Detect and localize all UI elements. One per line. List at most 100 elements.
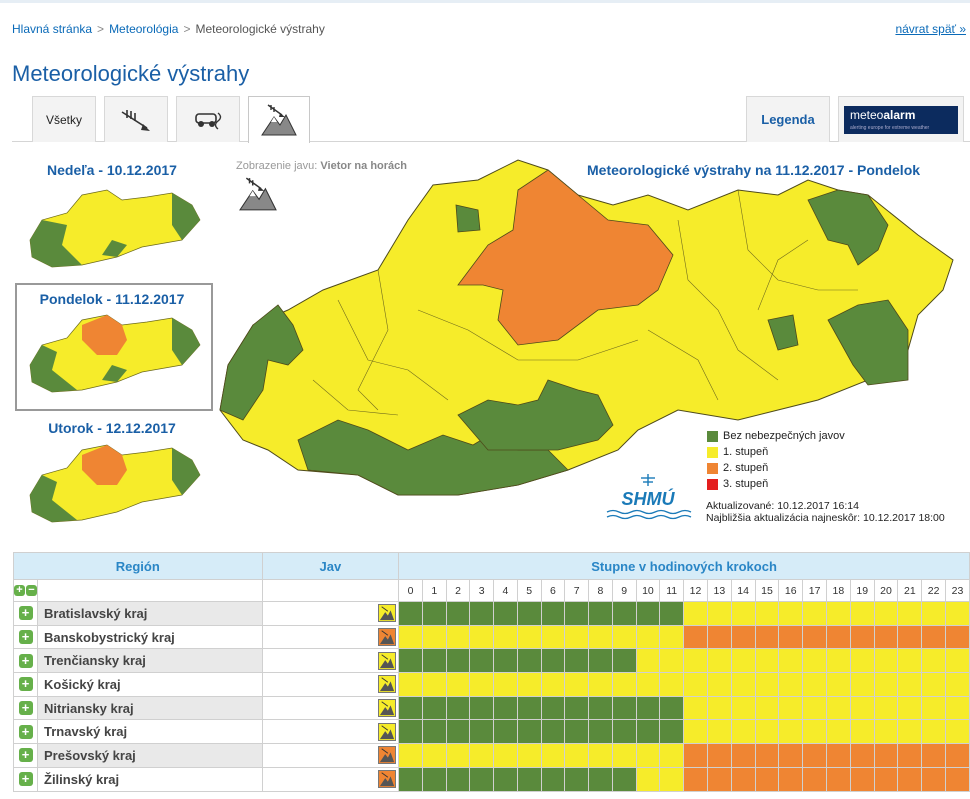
mountain-wind-icon[interactable]	[378, 651, 397, 670]
expand-region-icon[interactable]: +	[18, 748, 33, 763]
hour-cell	[945, 648, 970, 674]
selected-day-box	[15, 283, 213, 411]
region-name[interactable]: Nitriansky kraj	[37, 695, 263, 721]
day-sunday-map[interactable]	[22, 185, 202, 275]
hour-cell	[802, 672, 827, 697]
mountain-wind-icon[interactable]	[378, 628, 397, 647]
hour-cell	[493, 719, 518, 745]
region-name[interactable]: Žilinský kraj	[37, 766, 263, 792]
hour-cell	[635, 601, 661, 626]
expand-collapse-all[interactable]: + −	[13, 579, 38, 602]
table-row[interactable]: + Košický kraj	[13, 672, 970, 697]
jav-cell	[261, 695, 400, 721]
hour-cell	[516, 624, 542, 650]
expand-cell[interactable]: +	[13, 743, 38, 768]
day-tuesday-title[interactable]: Utorok - 12.12.2017	[48, 420, 176, 436]
expand-region-icon[interactable]: +	[18, 677, 33, 692]
tab-road[interactable]	[176, 96, 240, 142]
hour-cell	[778, 766, 804, 792]
table-row[interactable]: + Bratislavský kraj	[13, 601, 970, 626]
slovakia-warning-map[interactable]	[218, 150, 958, 525]
region-name[interactable]: Bratislavský kraj	[37, 601, 263, 626]
hour-cell	[516, 695, 542, 721]
expand-cell[interactable]: +	[13, 648, 38, 674]
hour-cell	[921, 766, 947, 792]
jav-icon-wrap	[263, 628, 399, 647]
hour-cell	[469, 719, 495, 745]
expand-region-icon[interactable]: +	[18, 724, 33, 739]
tab-all[interactable]: Všetky	[32, 96, 96, 142]
region-name[interactable]: Trnavský kraj	[37, 719, 263, 745]
expand-all-icon[interactable]: +	[14, 585, 25, 596]
expand-cell[interactable]: +	[13, 672, 38, 697]
expand-cell[interactable]: +	[13, 601, 38, 626]
tab-legend-label: Legenda	[761, 112, 815, 127]
tab-legend[interactable]: Legenda	[746, 96, 830, 142]
jav-icon-wrap	[263, 651, 399, 670]
empty-cell	[261, 579, 400, 602]
hour-cell	[611, 743, 637, 768]
mountain-wind-icon[interactable]	[378, 675, 397, 694]
day-monday-title[interactable]: Pondelok - 11.12.2017	[39, 291, 185, 307]
hour-cell	[398, 766, 423, 792]
mountain-wind-icon[interactable]	[378, 604, 397, 623]
wind-icon	[121, 109, 150, 131]
hour-cell	[778, 719, 804, 745]
expand-cell[interactable]: +	[13, 719, 38, 745]
region-name[interactable]: Košický kraj	[37, 672, 263, 697]
collapse-all-icon[interactable]: −	[26, 585, 37, 596]
expand-region-icon[interactable]: +	[18, 606, 33, 621]
hour-cell	[516, 601, 542, 626]
table-row[interactable]: + Banskobystrický kraj	[13, 624, 970, 650]
hour-cell	[706, 766, 732, 792]
hour-cell	[706, 601, 732, 626]
breadcrumb: Hlavná stránka > Meteorológia > Meteorologic…	[12, 22, 325, 36]
region-name[interactable]: Banskobystrický kraj	[37, 624, 263, 650]
mountain-wind-icon[interactable]	[378, 770, 397, 789]
expand-cell[interactable]: +	[13, 624, 38, 650]
hour-cell	[849, 672, 875, 697]
day-tuesday-map[interactable]	[22, 440, 202, 530]
day-monday-map[interactable]	[22, 310, 202, 400]
mountain-wind-icon[interactable]	[378, 746, 397, 765]
expand-region-icon[interactable]: +	[18, 630, 33, 645]
table-row[interactable]: + Žilinský kraj	[13, 766, 970, 792]
hour-cell	[398, 719, 423, 745]
hour-cell	[945, 695, 970, 721]
table-row[interactable]: + Prešovský kraj	[13, 743, 970, 768]
hour-cell	[611, 766, 637, 792]
region-name[interactable]: Trenčiansky kraj	[37, 648, 263, 674]
hour-cell	[421, 766, 447, 792]
region-name[interactable]: Prešovský kraj	[37, 743, 263, 768]
tab-mountain-wind[interactable]	[248, 96, 310, 143]
mountain-wind-icon[interactable]	[378, 699, 397, 718]
expand-region-icon[interactable]: +	[18, 772, 33, 787]
expand-region-icon[interactable]: +	[18, 653, 33, 668]
col-region-header: Región	[13, 552, 263, 580]
hour-cell	[921, 648, 947, 674]
back-link[interactable]: návrat späť »	[895, 22, 966, 36]
day-sunday-title[interactable]: Nedeľa - 10.12.2017	[47, 162, 177, 178]
breadcrumb-section-link[interactable]: Meteorológia	[109, 22, 179, 36]
hour-cell	[540, 601, 566, 626]
warnings-table: Región Jav Stupne v hodinových krokoch +…	[13, 552, 970, 792]
expand-region-icon[interactable]: +	[18, 701, 33, 716]
hour-cell	[445, 695, 471, 721]
hour-cell	[398, 648, 423, 674]
expand-cell[interactable]: +	[13, 695, 38, 721]
hour-cell	[897, 601, 923, 626]
hour-cell	[445, 624, 471, 650]
table-row[interactable]: + Trnavský kraj	[13, 719, 970, 745]
breadcrumb-home-link[interactable]: Hlavná stránka	[12, 22, 93, 36]
hour-label: 15	[754, 579, 780, 602]
hour-cell	[897, 743, 923, 768]
hour-cell	[730, 743, 756, 768]
mountain-wind-icon[interactable]	[378, 722, 397, 741]
expand-cell[interactable]: +	[13, 766, 38, 792]
tab-wind[interactable]	[104, 96, 168, 142]
hour-label: 4	[493, 579, 518, 602]
tab-meteoalarm[interactable]: meteoalarm alerting europe for extreme w…	[838, 96, 964, 142]
table-row[interactable]: + Nitriansky kraj	[13, 695, 970, 721]
table-row[interactable]: + Trenčiansky kraj	[13, 648, 970, 674]
col-jav-header: Jav	[261, 552, 400, 580]
